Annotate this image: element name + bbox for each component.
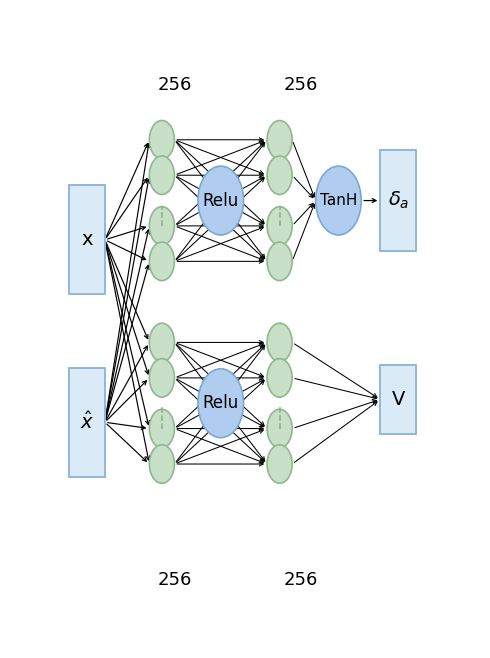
Ellipse shape bbox=[267, 156, 292, 195]
Ellipse shape bbox=[149, 207, 174, 245]
Text: 256: 256 bbox=[158, 571, 193, 590]
Text: $\delta_a$: $\delta_a$ bbox=[388, 190, 409, 211]
Ellipse shape bbox=[267, 242, 292, 280]
Ellipse shape bbox=[267, 120, 292, 159]
Ellipse shape bbox=[267, 323, 292, 362]
Ellipse shape bbox=[149, 359, 174, 397]
Ellipse shape bbox=[149, 445, 174, 483]
Ellipse shape bbox=[149, 120, 174, 159]
FancyBboxPatch shape bbox=[380, 150, 416, 251]
Ellipse shape bbox=[149, 156, 174, 195]
Ellipse shape bbox=[316, 166, 361, 235]
Ellipse shape bbox=[267, 359, 292, 397]
Text: 256: 256 bbox=[283, 571, 318, 590]
FancyBboxPatch shape bbox=[69, 186, 105, 294]
Text: x: x bbox=[81, 230, 93, 249]
Ellipse shape bbox=[267, 207, 292, 245]
Text: 256: 256 bbox=[283, 76, 318, 94]
Ellipse shape bbox=[267, 445, 292, 483]
Ellipse shape bbox=[149, 242, 174, 280]
Ellipse shape bbox=[267, 409, 292, 448]
Text: V: V bbox=[392, 390, 405, 409]
Ellipse shape bbox=[198, 368, 244, 438]
FancyBboxPatch shape bbox=[380, 365, 416, 434]
FancyBboxPatch shape bbox=[69, 368, 105, 476]
Text: 256: 256 bbox=[158, 76, 193, 94]
Text: Relu: Relu bbox=[203, 191, 239, 209]
Ellipse shape bbox=[149, 323, 174, 362]
Ellipse shape bbox=[198, 166, 244, 235]
Text: TanH: TanH bbox=[320, 193, 357, 208]
Text: Relu: Relu bbox=[203, 394, 239, 412]
Text: $\hat{x}$: $\hat{x}$ bbox=[80, 411, 94, 433]
Ellipse shape bbox=[149, 409, 174, 448]
